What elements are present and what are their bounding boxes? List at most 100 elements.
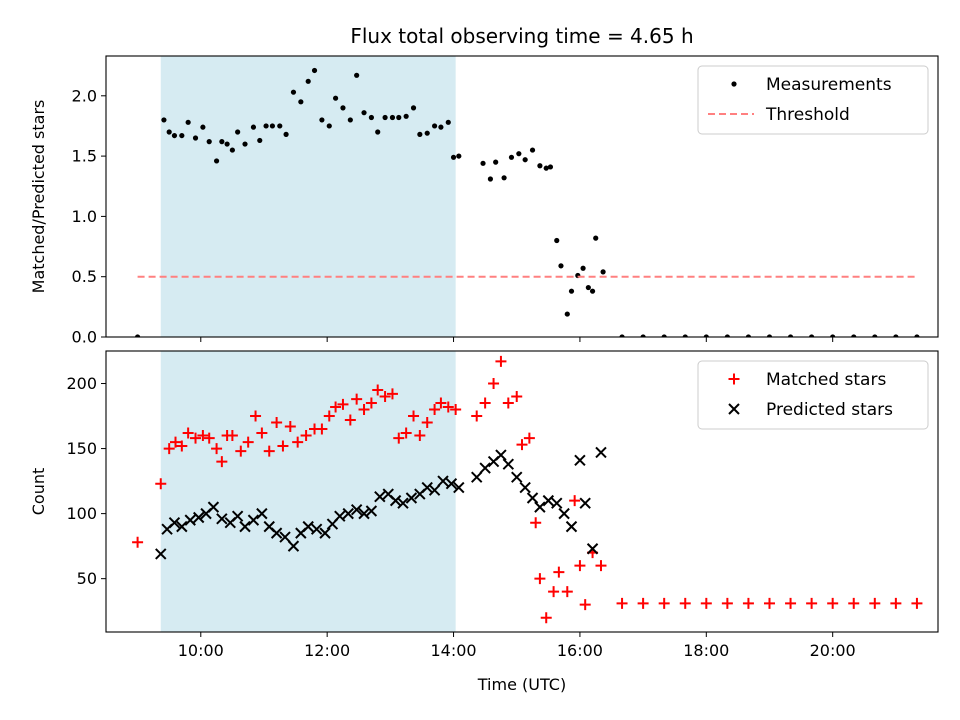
predicted-star-point: [270, 527, 283, 539]
matched-star-point: [595, 560, 607, 572]
matched-star-point: [235, 445, 247, 457]
measurement-point: [766, 334, 773, 337]
y-tick-label: 50: [77, 569, 97, 588]
predicted-star-point: [155, 548, 167, 560]
y-tick-label: 0.5: [72, 267, 97, 286]
measurement-point: [229, 147, 235, 153]
predicted-star-point: [310, 523, 323, 535]
measurement-point: [745, 334, 752, 337]
matched-star-point: [271, 417, 283, 429]
matched-star-point: [495, 355, 507, 367]
x-tick-label: 10:00: [178, 641, 224, 660]
y-tick-label: 2.0: [72, 86, 97, 105]
matched-star-point: [523, 432, 535, 444]
predicted-star-point: [565, 520, 578, 533]
predicted-star-point: [595, 446, 607, 459]
measurement-point: [543, 165, 549, 171]
predicted-star-point: [558, 507, 570, 520]
matched-star-point: [421, 417, 433, 429]
matched-star-point: [203, 432, 215, 444]
matched-star-point: [337, 398, 349, 410]
measurement-point: [354, 72, 360, 78]
predicted-star-point: [176, 520, 188, 533]
measurement-point: [319, 117, 325, 123]
measurement-point: [580, 265, 586, 271]
matched-star-point: [516, 439, 528, 451]
measurement-point: [830, 334, 836, 337]
matched-star-point: [561, 586, 573, 598]
measurement-point: [213, 158, 220, 164]
legend-label: Measurements: [766, 75, 892, 95]
predicted-star-point: [405, 492, 418, 504]
measurement-point: [375, 129, 381, 135]
matched-star-point: [358, 404, 370, 416]
predicted-star-point: [319, 527, 331, 539]
matched-star-point: [471, 410, 483, 422]
matched-star-point: [316, 423, 328, 435]
measurement-point: [703, 334, 709, 337]
measurement-point: [522, 157, 528, 163]
bottom-panel: 50 100 150 200 10:00 12:00 14:00 16:00 18:00 20:0…: [29, 350, 939, 694]
x-tick-label: 12:00: [304, 641, 350, 660]
matched-star-point: [530, 517, 542, 529]
axes-frame: [105, 55, 939, 338]
predicted-star-point: [511, 471, 523, 483]
matched-star-point: [579, 599, 591, 611]
measurement-point: [508, 154, 515, 160]
measurement-point: [326, 123, 332, 129]
measurement-point: [456, 153, 462, 159]
measurement-point: [396, 114, 402, 121]
matched-star-point: [442, 401, 454, 413]
measurement-point: [564, 311, 570, 317]
measurement-point: [493, 159, 499, 165]
matched-star-point: [540, 612, 552, 624]
legend-predicted-swatch: [728, 403, 740, 415]
matched-star-point: [372, 384, 384, 396]
predicted-star-point: [495, 449, 507, 461]
matched-star-point: [211, 443, 223, 455]
matched-star-point: [414, 430, 426, 442]
measurement-point: [263, 123, 269, 129]
predicted-star-point: [287, 540, 300, 552]
measurement-point: [257, 137, 263, 144]
measurement-point: [537, 163, 543, 169]
measurement-point: [283, 131, 289, 137]
predicted-star-point: [445, 477, 458, 490]
top-panel: 0.0 0.5 1.0 1.5 2.0 Flux total observing time…: [29, 24, 939, 347]
measurement-point: [242, 141, 248, 147]
measurement-point: [389, 114, 396, 121]
matched-star-point: [548, 586, 560, 598]
predicted-star-point: [256, 507, 268, 520]
measurement-point: [224, 141, 230, 147]
measurement-point: [438, 124, 444, 130]
measurement-point: [872, 334, 878, 337]
matched-star-point: [511, 391, 523, 403]
matched-star-point: [263, 445, 275, 457]
matched-star-point: [637, 597, 649, 609]
matched-star-point: [155, 478, 167, 490]
matched-star-point: [163, 443, 175, 455]
matched-star-point: [869, 597, 881, 609]
measurement-point: [593, 235, 599, 241]
predicted-star-point: [231, 510, 244, 522]
matched-star-point: [170, 436, 182, 448]
measurement-point: [206, 139, 212, 145]
measurement-point: [516, 151, 522, 157]
predicted-star-point: [453, 481, 465, 494]
x-tick-label: 18:00: [683, 641, 729, 660]
matched-star-point: [323, 410, 335, 422]
predicted-star-point: [365, 505, 378, 517]
matched-star-point: [277, 440, 289, 452]
y-tick-label: 200: [66, 374, 97, 393]
matched-star-point: [574, 560, 586, 572]
predicted-star-point: [586, 543, 599, 555]
measurement-point: [600, 269, 606, 275]
matched-star-point: [216, 456, 228, 468]
predicted-star-point: [207, 501, 220, 513]
matched-star-point: [502, 397, 514, 409]
predicted-star-point: [534, 501, 546, 513]
x-tick-label: 14:00: [430, 641, 476, 660]
matched-star-point: [386, 388, 398, 400]
matched-star-point: [197, 430, 209, 442]
